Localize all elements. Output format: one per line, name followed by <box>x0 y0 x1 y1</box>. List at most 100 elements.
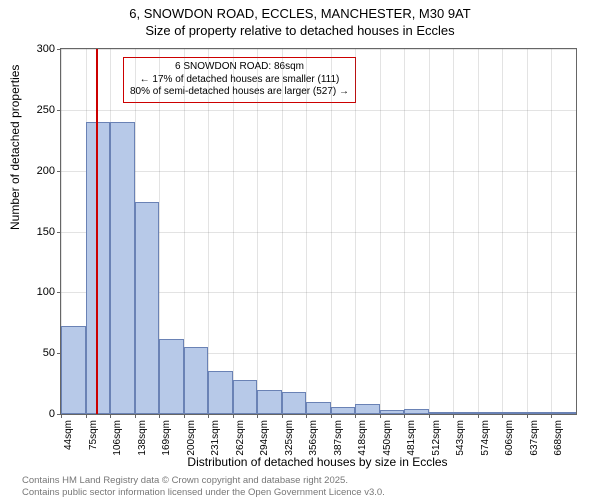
grid-line-v <box>306 49 307 414</box>
histogram-bar <box>61 326 86 414</box>
x-tick-mark <box>453 414 454 418</box>
x-tick-label: 138sqm <box>137 420 148 456</box>
y-tick-label: 300 <box>25 43 61 55</box>
chart-container: 6, SNOWDON ROAD, ECCLES, MANCHESTER, M30… <box>0 0 600 500</box>
x-tick-mark <box>159 414 160 418</box>
grid-line-v <box>429 49 430 414</box>
y-axis-label: Number of detached properties <box>8 65 22 230</box>
footer-attribution: Contains HM Land Registry data © Crown c… <box>22 475 385 498</box>
property-marker-line <box>96 49 98 414</box>
histogram-bar <box>478 412 503 414</box>
x-tick-mark <box>208 414 209 418</box>
y-tick-label: 250 <box>25 104 61 116</box>
x-tick-label: 44sqm <box>63 420 74 450</box>
grid-line-v <box>355 49 356 414</box>
x-tick-mark <box>478 414 479 418</box>
histogram-bar <box>282 392 307 414</box>
x-axis-label: Distribution of detached houses by size … <box>60 455 575 469</box>
x-tick-mark <box>355 414 356 418</box>
grid-line-v <box>257 49 258 414</box>
grid-line-v <box>453 49 454 414</box>
x-tick-label: 450sqm <box>382 420 393 456</box>
histogram-bar <box>429 412 454 414</box>
histogram-bar <box>527 412 552 414</box>
annotation-line1: 6 SNOWDON ROAD: 86sqm <box>130 61 349 74</box>
x-tick-label: 637sqm <box>529 420 540 456</box>
y-tick-label: 0 <box>25 408 61 420</box>
x-tick-label: 262sqm <box>235 420 246 456</box>
histogram-bar <box>551 412 576 414</box>
x-tick-mark <box>257 414 258 418</box>
histogram-bar <box>502 412 527 414</box>
annotation-box: 6 SNOWDON ROAD: 86sqm ← 17% of detached … <box>123 57 356 103</box>
histogram-bar <box>135 202 160 414</box>
y-tick-label: 150 <box>25 226 61 238</box>
grid-line-v <box>478 49 479 414</box>
grid-line-v <box>551 49 552 414</box>
grid-line-v <box>282 49 283 414</box>
grid-line-v <box>502 49 503 414</box>
grid-line-v <box>404 49 405 414</box>
histogram-bar <box>159 339 184 414</box>
annotation-line2: ← 17% of detached houses are smaller (11… <box>130 74 349 87</box>
title-address: 6, SNOWDON ROAD, ECCLES, MANCHESTER, M30… <box>0 6 600 23</box>
grid-line-v <box>380 49 381 414</box>
x-tick-mark <box>86 414 87 418</box>
histogram-bar <box>453 412 478 414</box>
x-tick-label: 543sqm <box>455 420 466 456</box>
histogram-bar <box>355 404 380 414</box>
histogram-bar <box>257 390 282 414</box>
x-tick-mark <box>184 414 185 418</box>
grid-line-v <box>208 49 209 414</box>
x-tick-mark <box>551 414 552 418</box>
x-tick-label: 481sqm <box>406 420 417 456</box>
x-tick-label: 200sqm <box>186 420 197 456</box>
x-tick-label: 668sqm <box>553 420 564 456</box>
histogram-bar <box>86 122 111 414</box>
x-tick-label: 606sqm <box>504 420 515 456</box>
grid-line-v <box>331 49 332 414</box>
x-tick-mark <box>61 414 62 418</box>
histogram-bar <box>331 407 356 414</box>
histogram-bar <box>208 371 233 414</box>
x-tick-mark <box>306 414 307 418</box>
x-tick-mark <box>502 414 503 418</box>
footer-line1: Contains HM Land Registry data © Crown c… <box>22 475 385 486</box>
x-tick-mark <box>331 414 332 418</box>
histogram-bar <box>380 410 405 414</box>
x-tick-label: 387sqm <box>333 420 344 456</box>
grid-line-h <box>61 171 576 172</box>
x-tick-label: 418sqm <box>357 420 368 456</box>
x-tick-mark <box>380 414 381 418</box>
histogram-bar <box>404 409 429 414</box>
x-tick-mark <box>233 414 234 418</box>
x-tick-mark <box>110 414 111 418</box>
x-tick-label: 325sqm <box>284 420 295 456</box>
grid-line-v <box>527 49 528 414</box>
histogram-bar <box>233 380 258 414</box>
plot-area: 6 SNOWDON ROAD: 86sqm ← 17% of detached … <box>60 48 577 415</box>
x-tick-mark <box>135 414 136 418</box>
x-tick-label: 231sqm <box>210 420 221 456</box>
histogram-bar <box>184 347 209 414</box>
grid-line-v <box>233 49 234 414</box>
y-tick-label: 50 <box>25 347 61 359</box>
x-tick-label: 574sqm <box>480 420 491 456</box>
x-tick-label: 75sqm <box>88 420 99 450</box>
histogram-bar <box>306 402 331 414</box>
x-tick-label: 106sqm <box>112 420 123 456</box>
annotation-line3: 80% of semi-detached houses are larger (… <box>130 86 349 99</box>
x-tick-mark <box>429 414 430 418</box>
x-tick-label: 356sqm <box>308 420 319 456</box>
histogram-bar <box>110 122 135 414</box>
x-tick-label: 512sqm <box>431 420 442 456</box>
grid-line-h <box>61 110 576 111</box>
x-tick-label: 294sqm <box>259 420 270 456</box>
title-block: 6, SNOWDON ROAD, ECCLES, MANCHESTER, M30… <box>0 0 600 40</box>
x-tick-mark <box>527 414 528 418</box>
x-tick-mark <box>282 414 283 418</box>
y-tick-label: 100 <box>25 286 61 298</box>
x-tick-label: 169sqm <box>161 420 172 456</box>
y-tick-label: 200 <box>25 165 61 177</box>
footer-line2: Contains public sector information licen… <box>22 487 385 498</box>
